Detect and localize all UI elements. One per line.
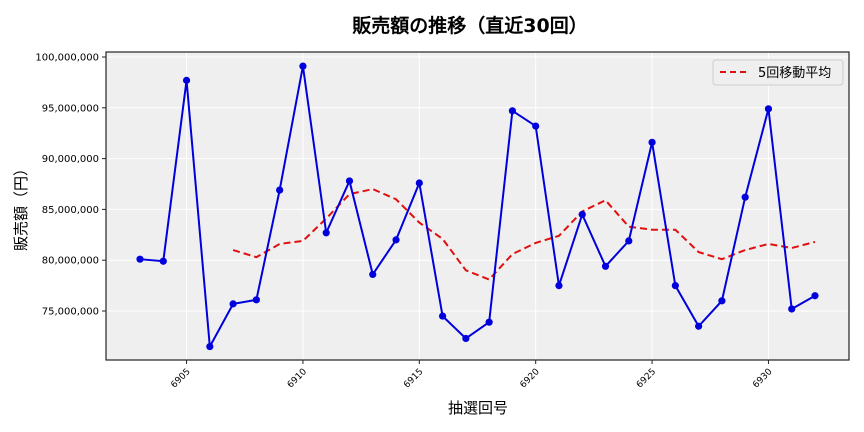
data-point-marker [322,229,330,237]
chart-title: 販売額の推移（直近30回） [352,14,587,37]
data-point-marker [741,193,749,201]
plot-frame [105,51,850,361]
grid-lines [106,52,849,360]
data-point-marker [229,300,237,308]
y-axis-label: 販売額（円） [12,161,30,251]
data-point-marker [625,237,633,245]
y-tick-label: 100,000,000 [35,53,99,64]
y-axis-ticks: 75,000,000 80,000,000 85,000,000 90,000,000… [35,53,106,318]
y-tick-label: 95,000,000 [42,103,99,114]
data-point-marker [415,179,423,187]
y-tick-label: 90,000,000 [42,154,99,165]
legend-box [712,59,844,86]
legend-label-moving-average: 5回移動平均 [758,66,831,81]
data-point-marker [252,296,260,304]
data-point-marker [508,107,517,115]
data-point-marker [276,186,284,194]
data-point-marker [578,210,586,219]
data-point-marker [648,138,656,146]
data-point-marker [392,236,400,244]
data-point-marker [462,334,470,343]
data-point-marker [718,297,726,305]
x-tick-label: 6925 [635,367,658,390]
x-axis-label: 抽選回号 [448,399,508,417]
x-tick-label: 6910 [286,367,309,390]
x-tick-label: 6915 [402,367,425,390]
data-point-marker [811,292,819,300]
data-point-marker [159,257,167,265]
legend: 5回移動平均 [712,59,844,86]
data-point-marker [369,270,377,279]
data-point-marker [671,282,679,290]
y-tick-label: 85,000,000 [42,205,99,216]
data-point-marker [532,122,540,130]
data-point-marker [438,312,447,320]
x-axis-ticks: 6905 6910 6915 6920 6925 6930 [169,360,775,390]
data-point-marker [182,76,191,84]
data-point-marker [206,342,214,351]
y-tick-label: 75,000,000 [42,307,99,318]
data-point-marker [764,105,773,113]
data-point-marker [299,62,307,70]
sales-line [136,62,819,351]
x-tick-label: 6920 [519,367,542,390]
y-tick-label: 80,000,000 [42,256,99,267]
data-point-marker [485,318,493,326]
data-point-marker [601,262,610,270]
x-tick-label: 6930 [751,367,774,390]
plot-area [106,52,849,360]
data-point-marker [555,282,563,290]
moving-average-line [232,188,816,281]
data-point-marker [695,322,703,330]
x-tick-label: 6905 [169,367,192,390]
data-point-marker [788,305,796,313]
data-point-marker [345,177,354,185]
data-point-marker [136,255,144,263]
